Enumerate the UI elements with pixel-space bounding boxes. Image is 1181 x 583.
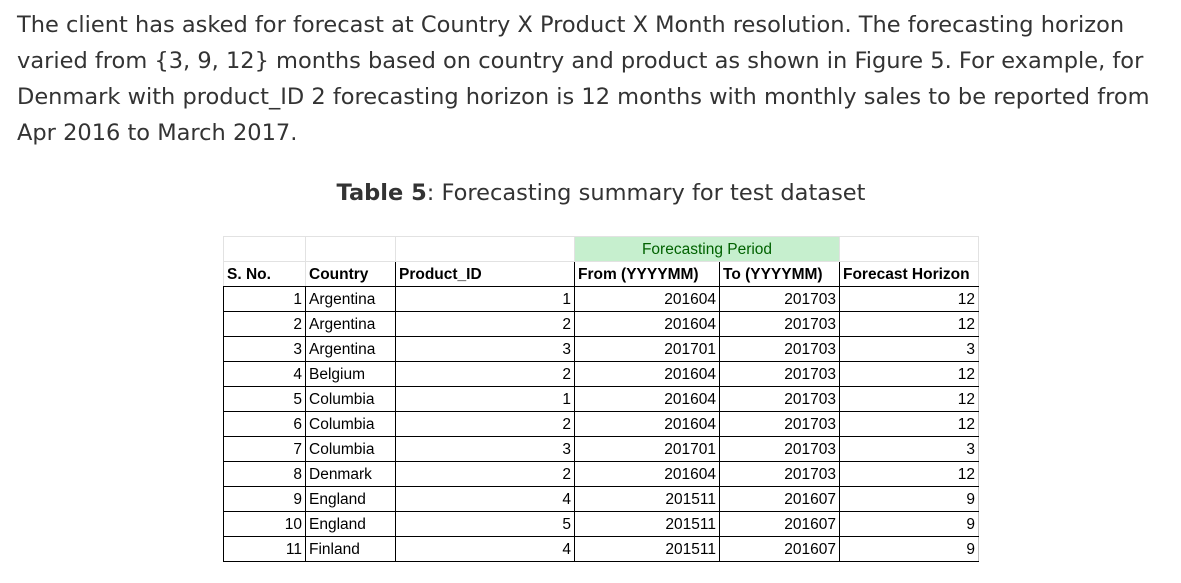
cell-forecast-horizon: 12 bbox=[839, 311, 979, 337]
cell-sno: 8 bbox=[223, 461, 306, 487]
cell-country: Columbia bbox=[305, 411, 396, 437]
cell-forecast-horizon: 3 bbox=[839, 336, 979, 362]
cell-to: 201703 bbox=[719, 436, 840, 462]
table-caption: Table 5: Forecasting summary for test da… bbox=[0, 176, 1181, 210]
table-row: 11 Finland 4 201511 201607 9 bbox=[223, 536, 979, 562]
cell-to: 201607 bbox=[719, 511, 840, 537]
cell-product-id: 1 bbox=[395, 286, 575, 312]
cell-sno: 9 bbox=[223, 486, 306, 512]
cell-product-id: 4 bbox=[395, 536, 575, 562]
cell-to: 201607 bbox=[719, 536, 840, 562]
cell-product-id: 2 bbox=[395, 461, 575, 487]
cell-country: Argentina bbox=[305, 311, 396, 337]
cell-sno: 1 bbox=[223, 286, 306, 312]
cell-sno: 11 bbox=[223, 536, 306, 562]
forecast-summary-table: Forecasting Period S. No. Country Produc… bbox=[223, 236, 979, 562]
cell-to: 201703 bbox=[719, 386, 840, 412]
header-country: Country bbox=[305, 261, 396, 287]
cell-sno: 4 bbox=[223, 361, 306, 387]
header-forecast-horizon: Forecast Horizon bbox=[839, 261, 979, 287]
group-header-row: Forecasting Period bbox=[223, 236, 979, 262]
cell-forecast-horizon: 12 bbox=[839, 386, 979, 412]
cell-product-id: 1 bbox=[395, 386, 575, 412]
cell-product-id: 2 bbox=[395, 311, 575, 337]
cell-from: 201604 bbox=[574, 286, 720, 312]
cell-country: Finland bbox=[305, 536, 396, 562]
cell-sno: 3 bbox=[223, 336, 306, 362]
cell-forecast-horizon: 12 bbox=[839, 411, 979, 437]
cell-from: 201604 bbox=[574, 386, 720, 412]
cell-product-id: 4 bbox=[395, 486, 575, 512]
cell-to: 201703 bbox=[719, 461, 840, 487]
blank-cell bbox=[305, 236, 396, 262]
table-caption-text: : Forecasting summary for test dataset bbox=[426, 180, 866, 206]
table-row: 1 Argentina 1 201604 201703 12 bbox=[223, 286, 979, 312]
cell-product-id: 2 bbox=[395, 411, 575, 437]
table-row: 6 Columbia 2 201604 201703 12 bbox=[223, 411, 979, 437]
column-header-row: S. No. Country Product_ID From (YYYYMM) … bbox=[223, 261, 979, 287]
cell-country: Columbia bbox=[305, 386, 396, 412]
cell-product-id: 3 bbox=[395, 436, 575, 462]
cell-from: 201701 bbox=[574, 436, 720, 462]
intro-paragraph: The client has asked for forecast at Cou… bbox=[17, 12, 1150, 146]
forecast-summary-sheet: Forecasting Period S. No. Country Produc… bbox=[223, 236, 979, 562]
blank-cell bbox=[395, 236, 575, 262]
cell-sno: 6 bbox=[223, 411, 306, 437]
cell-country: England bbox=[305, 486, 396, 512]
header-product-id: Product_ID bbox=[395, 261, 575, 287]
cell-country: Columbia bbox=[305, 436, 396, 462]
table-row: 7 Columbia 3 201701 201703 3 bbox=[223, 436, 979, 462]
table-caption-label: Table 5 bbox=[336, 180, 427, 206]
table-row: 5 Columbia 1 201604 201703 12 bbox=[223, 386, 979, 412]
cell-from: 201701 bbox=[574, 336, 720, 362]
forecasting-period-header: Forecasting Period bbox=[574, 236, 840, 262]
cell-forecast-horizon: 9 bbox=[839, 536, 979, 562]
cell-from: 201511 bbox=[574, 511, 720, 537]
table-row: 10 England 5 201511 201607 9 bbox=[223, 511, 979, 537]
cell-product-id: 3 bbox=[395, 336, 575, 362]
table-row: 2 Argentina 2 201604 201703 12 bbox=[223, 311, 979, 337]
cell-to: 201703 bbox=[719, 336, 840, 362]
cell-to: 201703 bbox=[719, 311, 840, 337]
cell-sno: 7 bbox=[223, 436, 306, 462]
cell-sno: 10 bbox=[223, 511, 306, 537]
cell-from: 201604 bbox=[574, 311, 720, 337]
cell-forecast-horizon: 12 bbox=[839, 286, 979, 312]
cell-sno: 5 bbox=[223, 386, 306, 412]
cell-from: 201511 bbox=[574, 536, 720, 562]
cell-to: 201703 bbox=[719, 411, 840, 437]
cell-to: 201607 bbox=[719, 486, 840, 512]
blank-cell bbox=[223, 236, 306, 262]
cell-from: 201604 bbox=[574, 461, 720, 487]
header-from: From (YYYYMM) bbox=[574, 261, 720, 287]
cell-forecast-horizon: 12 bbox=[839, 461, 979, 487]
table-row: 4 Belgium 2 201604 201703 12 bbox=[223, 361, 979, 387]
cell-country: Belgium bbox=[305, 361, 396, 387]
table-row: 8 Denmark 2 201604 201703 12 bbox=[223, 461, 979, 487]
cell-sno: 2 bbox=[223, 311, 306, 337]
cell-forecast-horizon: 12 bbox=[839, 361, 979, 387]
cell-from: 201604 bbox=[574, 361, 720, 387]
cell-forecast-horizon: 3 bbox=[839, 436, 979, 462]
cell-to: 201703 bbox=[719, 286, 840, 312]
cell-country: Denmark bbox=[305, 461, 396, 487]
cell-country: Argentina bbox=[305, 336, 396, 362]
cell-to: 201703 bbox=[719, 361, 840, 387]
cell-product-id: 2 bbox=[395, 361, 575, 387]
header-sno: S. No. bbox=[223, 261, 306, 287]
header-to: To (YYYYMM) bbox=[719, 261, 840, 287]
cell-forecast-horizon: 9 bbox=[839, 511, 979, 537]
table-row: 3 Argentina 3 201701 201703 3 bbox=[223, 336, 979, 362]
table-body: 1 Argentina 1 201604 201703 12 2 Argentina 2 2016… bbox=[223, 286, 979, 562]
table-row: 9 England 4 201511 201607 9 bbox=[223, 486, 979, 512]
blank-cell bbox=[839, 236, 979, 262]
cell-from: 201604 bbox=[574, 411, 720, 437]
cell-from: 201511 bbox=[574, 486, 720, 512]
cell-product-id: 5 bbox=[395, 511, 575, 537]
cell-forecast-horizon: 9 bbox=[839, 486, 979, 512]
cell-country: England bbox=[305, 511, 396, 537]
cell-country: Argentina bbox=[305, 286, 396, 312]
